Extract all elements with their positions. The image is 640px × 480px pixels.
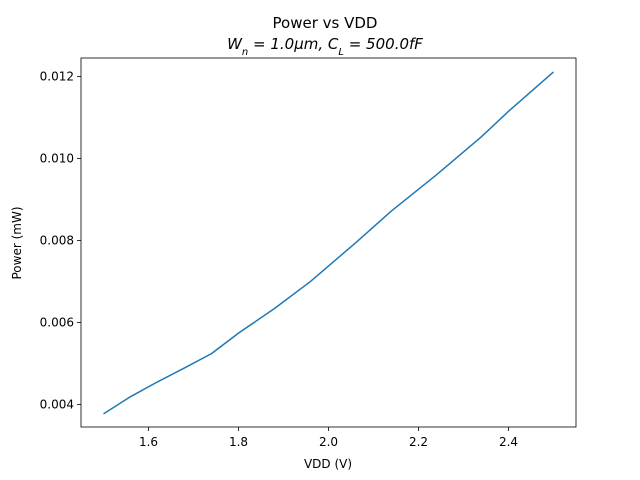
y-axis-label: Power (mW) xyxy=(10,206,24,279)
x-tick-label: 2.4 xyxy=(499,435,518,449)
x-tick-label: 2.0 xyxy=(319,435,338,449)
y-tick-label: 0.004 xyxy=(40,397,74,411)
y-tick-label: 0.012 xyxy=(40,69,74,83)
x-tick-label: 2.2 xyxy=(409,435,428,449)
y-tick-label: 0.008 xyxy=(40,233,74,247)
chart-title: Power vs VDD xyxy=(273,14,378,32)
series-line-0 xyxy=(103,71,554,415)
x-axis-label: VDD (V) xyxy=(304,457,352,471)
y-tick-label: 0.010 xyxy=(40,151,74,165)
chart-subtitle: Wn = 1.0μm, CL = 500.0fF xyxy=(227,35,423,58)
x-tick-label: 1.6 xyxy=(139,435,158,449)
plot-area: 1.6 1.8 2.0 2.2 2.4 0.004 0.006 0.008 0.010 0.012 xyxy=(40,57,577,449)
x-tick-label: 1.8 xyxy=(229,435,248,449)
y-tick-label: 0.006 xyxy=(40,315,74,329)
